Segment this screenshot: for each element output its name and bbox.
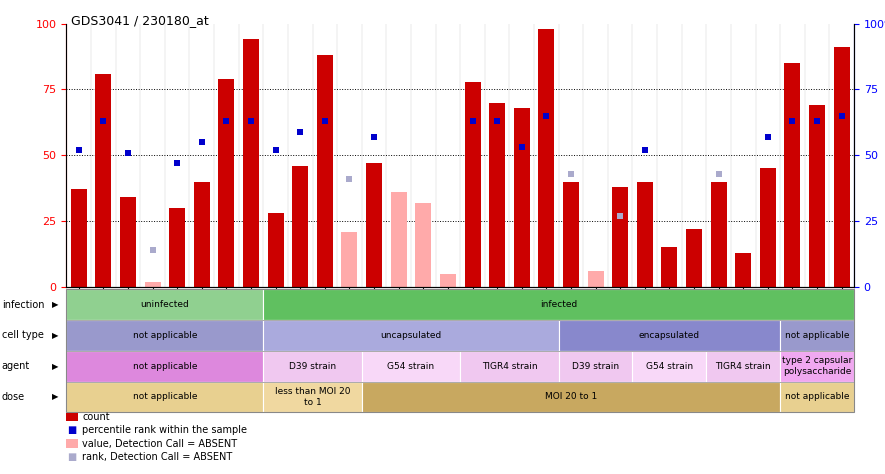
Text: rank, Detection Call = ABSENT: rank, Detection Call = ABSENT — [82, 452, 233, 462]
Text: not applicable: not applicable — [133, 331, 197, 340]
Bar — [588, 271, 604, 287]
Bar — [489, 103, 505, 287]
Text: G54 strain: G54 strain — [646, 362, 693, 371]
Bar — [317, 55, 333, 287]
Bar — [513, 108, 530, 287]
Text: not applicable: not applicable — [133, 362, 197, 371]
Text: ▶: ▶ — [52, 392, 58, 401]
Bar — [686, 229, 702, 287]
Text: not applicable: not applicable — [785, 331, 850, 340]
Text: encapsulated: encapsulated — [639, 331, 700, 340]
Text: not applicable: not applicable — [133, 392, 197, 401]
Text: ■: ■ — [67, 425, 77, 436]
Text: ▶: ▶ — [52, 362, 58, 371]
Bar — [637, 182, 653, 287]
Bar — [440, 273, 456, 287]
Bar — [612, 187, 628, 287]
Bar — [71, 190, 87, 287]
Bar — [144, 282, 160, 287]
Bar — [661, 247, 677, 287]
Text: type 2 capsular
polysaccharide: type 2 capsular polysaccharide — [782, 356, 852, 376]
Text: uninfected: uninfected — [141, 300, 189, 309]
Bar — [563, 182, 579, 287]
Text: TIGR4 strain: TIGR4 strain — [715, 362, 771, 371]
Bar — [194, 182, 210, 287]
Bar — [735, 253, 751, 287]
Text: value, Detection Call = ABSENT: value, Detection Call = ABSENT — [82, 438, 237, 449]
Bar — [366, 163, 382, 287]
Bar — [538, 29, 554, 287]
Text: G54 strain: G54 strain — [388, 362, 435, 371]
Bar — [784, 63, 801, 287]
Bar — [465, 82, 481, 287]
Text: not applicable: not applicable — [785, 392, 850, 401]
Text: percentile rank within the sample: percentile rank within the sample — [82, 425, 247, 436]
Text: uncapsulated: uncapsulated — [381, 331, 442, 340]
Text: D39 strain: D39 strain — [289, 362, 336, 371]
Text: agent: agent — [2, 361, 30, 371]
Bar — [119, 197, 136, 287]
Bar — [415, 202, 431, 287]
Bar — [292, 166, 308, 287]
Bar — [711, 182, 727, 287]
Bar — [267, 213, 283, 287]
Bar — [834, 47, 850, 287]
Text: ▶: ▶ — [52, 300, 58, 309]
Bar — [342, 231, 358, 287]
Text: less than MOI 20
to 1: less than MOI 20 to 1 — [274, 387, 350, 407]
Text: ▶: ▶ — [52, 331, 58, 340]
Text: MOI 20 to 1: MOI 20 to 1 — [545, 392, 597, 401]
Text: D39 strain: D39 strain — [572, 362, 620, 371]
Bar — [243, 39, 259, 287]
Text: TIGR4 strain: TIGR4 strain — [481, 362, 537, 371]
Text: infected: infected — [540, 300, 577, 309]
Bar — [219, 79, 235, 287]
Bar — [169, 208, 185, 287]
Bar — [390, 192, 407, 287]
Text: dose: dose — [2, 392, 25, 402]
Text: ■: ■ — [67, 452, 77, 462]
Bar — [809, 105, 825, 287]
Text: GDS3041 / 230180_at: GDS3041 / 230180_at — [71, 14, 209, 27]
Bar — [96, 73, 112, 287]
Bar — [760, 168, 776, 287]
Text: count: count — [82, 412, 110, 422]
Text: infection: infection — [2, 300, 44, 310]
Text: cell type: cell type — [2, 330, 43, 340]
